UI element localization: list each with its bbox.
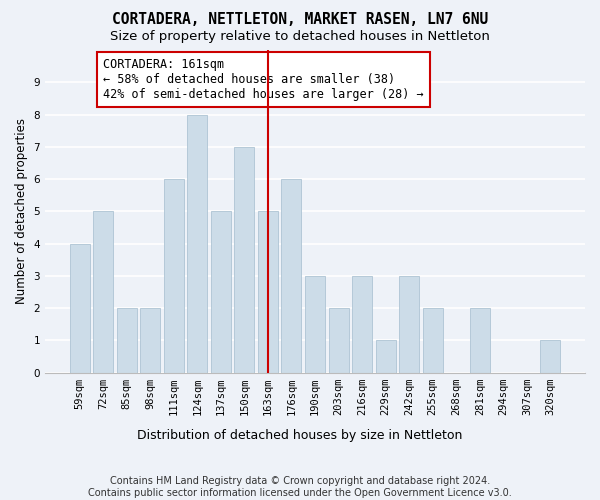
Bar <box>376 340 395 372</box>
Bar <box>305 276 325 372</box>
Bar <box>329 308 349 372</box>
Bar <box>470 308 490 372</box>
Bar <box>140 308 160 372</box>
Text: Distribution of detached houses by size in Nettleton: Distribution of detached houses by size … <box>137 430 463 442</box>
Bar <box>164 179 184 372</box>
Bar <box>423 308 443 372</box>
Bar <box>211 212 231 372</box>
Text: Size of property relative to detached houses in Nettleton: Size of property relative to detached ho… <box>110 30 490 43</box>
Bar <box>93 212 113 372</box>
Y-axis label: Number of detached properties: Number of detached properties <box>15 118 28 304</box>
Text: Contains HM Land Registry data © Crown copyright and database right 2024.
Contai: Contains HM Land Registry data © Crown c… <box>88 476 512 498</box>
Text: CORTADERA, NETTLETON, MARKET RASEN, LN7 6NU: CORTADERA, NETTLETON, MARKET RASEN, LN7 … <box>112 12 488 28</box>
Bar <box>116 308 137 372</box>
Bar <box>541 340 560 372</box>
Bar <box>352 276 372 372</box>
Bar <box>258 212 278 372</box>
Bar <box>235 147 254 372</box>
Bar <box>70 244 89 372</box>
Bar <box>399 276 419 372</box>
Bar <box>187 114 208 372</box>
Text: CORTADERA: 161sqm
← 58% of detached houses are smaller (38)
42% of semi-detached: CORTADERA: 161sqm ← 58% of detached hous… <box>103 58 424 101</box>
Bar <box>281 179 301 372</box>
